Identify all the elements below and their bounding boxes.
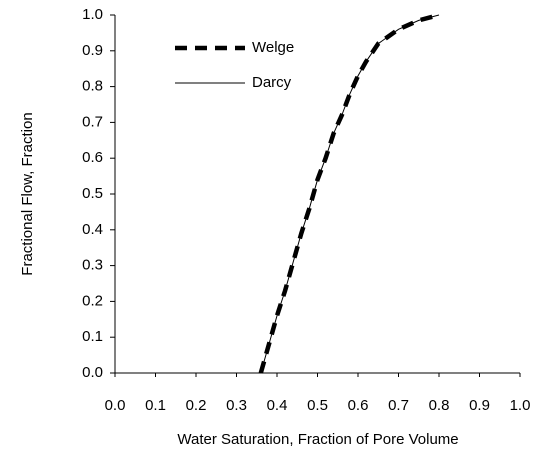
y-tick-label: 1.0 <box>82 6 103 23</box>
x-tick-label: 0.0 <box>105 397 126 414</box>
y-tick-label: 0.3 <box>82 257 103 274</box>
y-tick-label: 0.2 <box>82 292 103 309</box>
line-0 <box>258 12 440 374</box>
x-tick-label: 0.4 <box>267 397 288 414</box>
y-tick-label: 0.7 <box>82 113 103 130</box>
line-1 <box>260 14 440 374</box>
x-axis-label: Water Saturation, Fraction of Pore Volum… <box>177 431 458 448</box>
y-tick-label: 0.5 <box>82 185 103 202</box>
x-tick-label: 0.8 <box>429 397 450 414</box>
y-tick-label: 0.0 <box>82 364 103 381</box>
x-tick-label: 0.9 <box>469 397 490 414</box>
x-tick-label: 1.0 <box>510 397 531 414</box>
legend-label: Welge <box>252 39 294 56</box>
x-tick-label: 0.1 <box>145 397 166 414</box>
y-tick-label: 0.9 <box>82 42 103 59</box>
y-tick-label: 0.4 <box>82 221 103 238</box>
x-tick-label: 0.2 <box>186 397 207 414</box>
x-tick-label: 0.5 <box>307 397 328 414</box>
x-tick-label: 0.7 <box>388 397 409 414</box>
y-tick-label: 0.6 <box>82 149 103 166</box>
y-axis-label: Fractional Flow, Fraction <box>19 112 36 275</box>
legend-label: Darcy <box>252 74 292 91</box>
y-tick-label: 0.1 <box>82 328 103 345</box>
x-tick-label: 0.3 <box>226 397 247 414</box>
y-tick-label: 0.8 <box>82 78 103 95</box>
x-tick-label: 0.6 <box>348 397 369 414</box>
